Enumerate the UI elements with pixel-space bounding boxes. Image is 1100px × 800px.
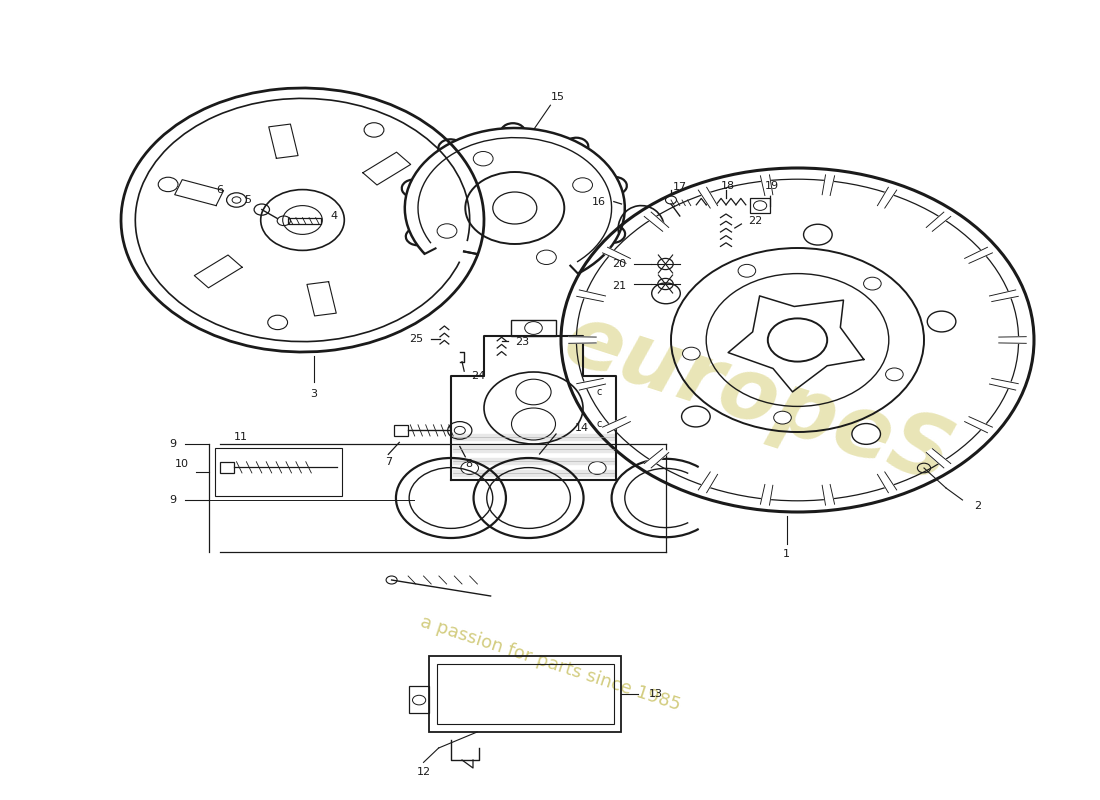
Circle shape <box>754 201 767 210</box>
Polygon shape <box>576 290 605 302</box>
Polygon shape <box>760 485 773 505</box>
Circle shape <box>804 224 833 245</box>
Circle shape <box>537 250 557 265</box>
Circle shape <box>461 462 478 474</box>
Polygon shape <box>965 417 992 433</box>
Text: a passion for parts since 1985: a passion for parts since 1985 <box>418 614 682 714</box>
Bar <box>394 425 408 436</box>
Bar <box>214 448 342 496</box>
Text: 15: 15 <box>551 92 565 102</box>
Polygon shape <box>268 124 298 158</box>
Text: 4: 4 <box>330 211 337 221</box>
Text: c: c <box>597 387 602 397</box>
Circle shape <box>773 411 791 424</box>
Text: c: c <box>597 419 602 429</box>
Circle shape <box>364 122 384 137</box>
Circle shape <box>682 347 700 360</box>
Bar <box>512 320 556 336</box>
Text: 11: 11 <box>234 432 249 442</box>
Polygon shape <box>307 282 337 316</box>
Polygon shape <box>175 180 223 206</box>
Polygon shape <box>453 434 614 440</box>
Text: 6: 6 <box>217 186 223 195</box>
Circle shape <box>267 315 287 330</box>
Polygon shape <box>603 417 630 433</box>
Text: 18: 18 <box>722 181 735 190</box>
Text: 3: 3 <box>310 389 317 398</box>
Bar <box>429 656 621 732</box>
Polygon shape <box>999 337 1026 343</box>
Circle shape <box>651 283 680 304</box>
Polygon shape <box>990 378 1019 390</box>
Bar <box>409 686 429 713</box>
Circle shape <box>232 197 241 203</box>
Polygon shape <box>645 449 669 468</box>
Circle shape <box>886 368 903 381</box>
Circle shape <box>525 322 542 334</box>
Polygon shape <box>453 446 614 452</box>
Polygon shape <box>569 337 596 343</box>
Polygon shape <box>645 212 669 231</box>
Polygon shape <box>926 449 950 468</box>
Text: 24: 24 <box>471 371 485 381</box>
Text: 20: 20 <box>612 259 626 269</box>
Text: 12: 12 <box>417 767 430 777</box>
Text: europeS: europeS <box>554 298 964 502</box>
Polygon shape <box>363 152 410 185</box>
Bar <box>437 664 614 724</box>
Polygon shape <box>603 247 630 263</box>
Polygon shape <box>926 212 950 231</box>
Circle shape <box>573 178 593 192</box>
Polygon shape <box>453 458 614 464</box>
Circle shape <box>283 206 322 234</box>
Text: 9: 9 <box>169 439 176 449</box>
Text: 13: 13 <box>649 689 663 699</box>
Text: 14: 14 <box>574 422 589 433</box>
Polygon shape <box>760 175 773 195</box>
Text: 25: 25 <box>409 334 424 344</box>
Text: 9: 9 <box>169 495 176 505</box>
Text: 1: 1 <box>783 550 790 559</box>
Text: 7: 7 <box>385 458 392 467</box>
Circle shape <box>158 178 178 192</box>
Polygon shape <box>878 187 896 208</box>
Circle shape <box>682 406 711 427</box>
Text: 17: 17 <box>673 182 686 192</box>
Bar <box>288 218 321 224</box>
Polygon shape <box>822 175 835 195</box>
Text: 19: 19 <box>766 181 779 190</box>
Bar <box>750 198 770 213</box>
Circle shape <box>473 151 493 166</box>
Polygon shape <box>195 255 242 288</box>
Bar <box>220 462 234 473</box>
Text: 8: 8 <box>465 459 472 469</box>
Polygon shape <box>453 470 614 476</box>
Text: 2: 2 <box>975 502 981 511</box>
Polygon shape <box>990 290 1019 302</box>
Circle shape <box>864 278 881 290</box>
Circle shape <box>588 462 606 474</box>
Circle shape <box>493 192 537 224</box>
Polygon shape <box>965 247 992 263</box>
Circle shape <box>768 318 827 362</box>
Text: 10: 10 <box>175 459 189 469</box>
Circle shape <box>437 224 456 238</box>
Circle shape <box>738 264 756 277</box>
Polygon shape <box>878 472 896 493</box>
Text: 16: 16 <box>592 197 606 206</box>
Text: 21: 21 <box>612 282 626 291</box>
Text: 5: 5 <box>244 195 251 205</box>
Polygon shape <box>698 472 717 493</box>
Text: 23: 23 <box>515 338 529 347</box>
Circle shape <box>454 426 465 434</box>
Circle shape <box>851 423 880 444</box>
Polygon shape <box>576 378 605 390</box>
Polygon shape <box>698 187 717 208</box>
Circle shape <box>927 311 956 332</box>
Polygon shape <box>822 485 835 505</box>
Circle shape <box>412 695 426 705</box>
Text: 22: 22 <box>748 216 762 226</box>
